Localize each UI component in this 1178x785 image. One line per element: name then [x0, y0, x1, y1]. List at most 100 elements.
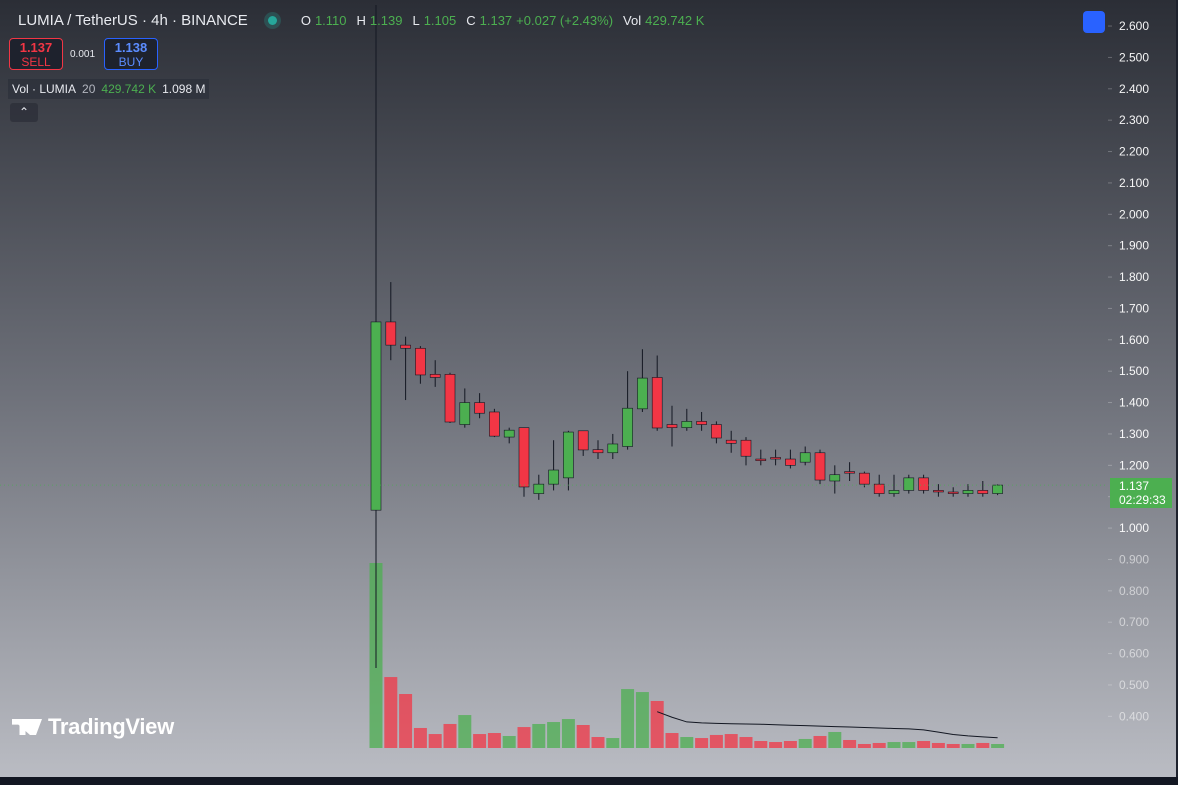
volume-bar: [695, 738, 709, 748]
volume-bar: [902, 742, 916, 748]
volume-bar: [399, 693, 413, 748]
candle-body: [444, 374, 456, 423]
y-tick-label: 1.800: [1119, 270, 1149, 284]
volume-value: 429.742 K: [101, 82, 157, 96]
volume-bar: [783, 741, 797, 748]
y-tick-label: 2.300: [1119, 113, 1149, 127]
volume-bar: [606, 738, 620, 748]
sell-button[interactable]: 1.137 SELL: [9, 38, 63, 70]
volume-bar: [680, 737, 694, 748]
y-tick-label: 0.700: [1119, 615, 1149, 629]
candle-body: [400, 344, 411, 349]
candle-body: [415, 347, 426, 376]
candle-body: [844, 471, 855, 474]
countdown: 02:29:33: [1119, 493, 1166, 507]
y-tick-label: 2.400: [1119, 82, 1149, 96]
y-tick-label: 2.000: [1119, 207, 1149, 221]
sell-price: 1.137: [19, 40, 53, 55]
close-label: C: [466, 13, 476, 28]
candle-body: [474, 402, 485, 414]
volume-bar: [991, 743, 1005, 748]
candle-body: [755, 458, 767, 461]
volume-bar: [843, 739, 857, 748]
volume-bar: [473, 734, 487, 748]
candle-body: [696, 421, 707, 425]
y-tick-label: 1.600: [1119, 333, 1149, 347]
volume-bar: [709, 734, 723, 748]
volume-bar: [635, 692, 649, 748]
volume-bar: [591, 737, 605, 748]
currency-button[interactable]: [1083, 11, 1105, 33]
volume-bar: [754, 741, 768, 748]
volume-bar: [621, 689, 635, 748]
buy-label: BUY: [118, 55, 144, 69]
buy-button[interactable]: 1.138 BUY: [104, 38, 158, 70]
candle-body: [607, 443, 619, 454]
candle-body: [429, 374, 441, 378]
sell-label: SELL: [21, 55, 51, 69]
volume-indicator: Vol · LUMIA: [12, 82, 77, 96]
last-price: 1.137: [1119, 479, 1150, 493]
y-tick-label: 1.700: [1119, 301, 1149, 315]
candle-body: [681, 421, 693, 428]
logo-text: TradingView: [48, 714, 174, 739]
candle-body: [799, 452, 811, 463]
volume-bar: [946, 743, 960, 748]
volume-bar: [798, 738, 812, 748]
volume-bar: [769, 742, 783, 748]
volume-bar: [857, 743, 871, 748]
y-tick-label: 2.500: [1119, 50, 1149, 64]
buy-price: 1.138: [114, 40, 148, 55]
candle-body: [859, 472, 870, 485]
collapse-button[interactable]: ⌃: [10, 103, 38, 122]
volume-bar: [547, 722, 561, 748]
y-tick-label: 1.000: [1119, 521, 1149, 535]
volume-bar: [724, 734, 738, 748]
volume-bar: [739, 737, 753, 748]
y-tick-label: 2.100: [1119, 176, 1149, 190]
bottom-bar: [0, 777, 1178, 785]
last-price-tag: 1.137 02:29:33: [1110, 478, 1172, 508]
volume-bar: [813, 735, 827, 748]
candle-body: [918, 477, 929, 491]
y-tick-label: 1.900: [1119, 239, 1149, 253]
volume-bar: [887, 742, 901, 748]
y-tick-label: 0.900: [1119, 552, 1149, 566]
candle-body: [489, 411, 500, 437]
candle-body: [592, 449, 604, 454]
candle-body: [563, 431, 574, 479]
y-tick-label: 0.500: [1119, 678, 1149, 692]
high-value: 1.139: [369, 13, 403, 28]
status-dot: [267, 16, 277, 25]
candle-body: [533, 483, 545, 494]
spread: 0.001: [70, 49, 96, 60]
candle-body: [947, 491, 959, 494]
candle-body: [962, 490, 974, 494]
candle-body: [725, 439, 737, 444]
candle-body: [666, 424, 678, 428]
volume-length: 20: [82, 82, 96, 96]
symbol-header: LUMIA / TetherUS · 4h · BINANCE O 1.110 H…: [18, 12, 704, 29]
volume-bar: [517, 727, 531, 748]
volume-ma: 1.098 M: [162, 82, 206, 96]
open-label: O: [300, 13, 311, 28]
y-tick-label: 0.800: [1119, 584, 1149, 598]
candle-body: [992, 484, 1003, 494]
volume-bar: [931, 742, 945, 748]
close-value: 1.137: [479, 13, 513, 28]
candle-body: [888, 490, 900, 494]
candle-body: [711, 424, 722, 439]
volume-legend: Vol · LUMIA 20 429.742 K 1.098 M: [8, 79, 210, 99]
open-value: 1.110: [314, 13, 347, 28]
y-tick-label: 0.600: [1119, 647, 1149, 661]
vol-label: Vol: [623, 13, 642, 28]
candle-body: [977, 490, 989, 494]
change: +0.027 (+2.43%): [516, 13, 614, 28]
volume-bar: [487, 733, 501, 748]
volume-bar: [458, 715, 472, 748]
volume-ma-line: [657, 711, 998, 739]
volume-bar: [961, 743, 975, 748]
